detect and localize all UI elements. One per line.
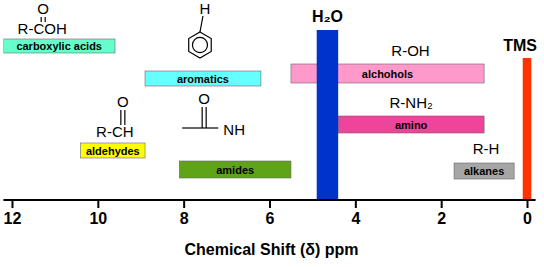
range-bar xyxy=(3,39,115,53)
range-label: carboxylic acids xyxy=(16,40,102,52)
structure xyxy=(41,17,45,22)
tick-mark xyxy=(527,200,529,208)
x-axis: 12 10 8 6 4 2 0 xyxy=(3,200,535,227)
range-bar xyxy=(81,143,145,158)
range-label: amides xyxy=(216,164,254,176)
formula: R-COH xyxy=(18,20,67,37)
formula: R-OH xyxy=(391,42,429,59)
range-bar xyxy=(317,30,338,200)
range-label: aromatics xyxy=(177,73,229,85)
bond xyxy=(204,127,218,128)
tick-label: 8 xyxy=(180,210,189,227)
tick: 10 xyxy=(89,200,107,227)
tick: 12 xyxy=(4,200,22,227)
atom: O xyxy=(117,93,129,110)
tick-label: 2 xyxy=(437,210,446,227)
atom: O xyxy=(198,90,210,107)
bond xyxy=(206,107,207,128)
bond xyxy=(41,17,42,22)
formula: H₂O xyxy=(312,8,343,25)
atom: H xyxy=(200,0,211,17)
marks xyxy=(3,30,531,200)
structure xyxy=(189,16,212,58)
tick-mark xyxy=(441,200,443,208)
range-bar xyxy=(145,71,261,86)
formula: R-NH₂ xyxy=(389,94,432,111)
tick-mark xyxy=(97,200,99,208)
formula: R-H xyxy=(473,140,500,157)
range-label: amino xyxy=(395,119,428,131)
x-axis-title: Chemical Shift (δ) ppm xyxy=(184,241,358,258)
range-bar xyxy=(338,116,484,133)
tick-mark xyxy=(269,200,271,208)
tick: 8 xyxy=(180,200,189,227)
tick-label: 10 xyxy=(89,210,107,227)
bond xyxy=(124,110,125,125)
tick: 0 xyxy=(523,200,532,227)
tick-label: 12 xyxy=(4,210,22,227)
range-bar xyxy=(523,58,532,200)
bond xyxy=(202,107,203,128)
annotations: carboxylic acids R-COH Oaromatics Haldehyde… xyxy=(16,0,537,177)
chart: carboxylic acids R-COH Oaromatics Haldehyde… xyxy=(0,0,544,267)
atom: O xyxy=(37,0,49,17)
formula: R-CH xyxy=(96,123,134,140)
range-bar xyxy=(454,163,514,179)
tick-mark xyxy=(355,200,357,208)
range-label: alkanes xyxy=(464,165,504,177)
bond xyxy=(182,127,204,128)
tick: 4 xyxy=(351,200,360,227)
bond xyxy=(45,17,46,22)
structure xyxy=(121,110,125,125)
tick-mark xyxy=(11,200,13,208)
formula: NH xyxy=(223,121,245,138)
bond xyxy=(200,16,203,32)
range-bar xyxy=(179,161,291,178)
ring xyxy=(189,32,212,58)
range-label: alchohols xyxy=(362,68,413,80)
bond xyxy=(120,110,121,125)
tick-label: 0 xyxy=(523,210,532,227)
structure xyxy=(182,107,218,128)
range-label: aldehydes xyxy=(86,145,140,157)
tick: 6 xyxy=(266,200,275,227)
ring-bond xyxy=(192,37,207,52)
formula: TMS xyxy=(503,37,537,54)
tick-label: 4 xyxy=(351,210,360,227)
tick-label: 6 xyxy=(266,210,275,227)
tick: 2 xyxy=(437,200,446,227)
tick-mark xyxy=(183,200,185,208)
